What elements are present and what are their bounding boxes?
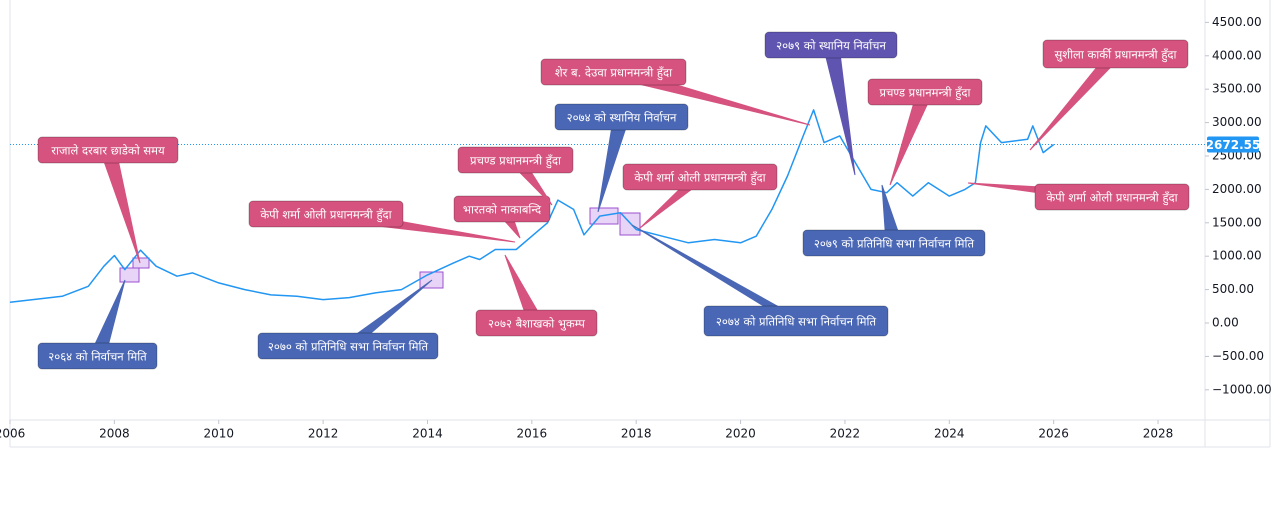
y-tick-label: 1000.00 (1212, 249, 1262, 263)
annotation: २०६४ को निर्वाचन मिति (37, 279, 158, 370)
last-value-tag (1207, 136, 1259, 153)
annotation-box (37, 136, 179, 164)
annotation-box (257, 332, 439, 360)
annotation-box (475, 309, 598, 337)
annotation-box (764, 31, 898, 59)
annotation: २०७९ को स्थानिय निर्वाचन (764, 31, 898, 176)
annotation: प्रचण्ड प्रधानमन्त्री हुँदा (457, 146, 574, 206)
annotation-box (802, 229, 986, 257)
annotation-box (453, 195, 551, 223)
annotation-box (554, 103, 689, 131)
frame (9, 0, 1271, 448)
annotation: प्रचण्ड प्रधानमन्त्री हुँदा (867, 78, 983, 186)
annotation-text: केपी शर्मा ओली प्रधानमन्त्री हुँदा (260, 208, 392, 223)
x-tick-label: 2014 (412, 427, 443, 441)
x-tick-label: 2022 (830, 427, 861, 441)
annotation: शेर ब. देउवा प्रधानमन्त्री हुँदा (540, 58, 811, 126)
annotation-text: केपी शर्मा ओली प्रधानमन्त्री हुँदा (634, 171, 766, 186)
price-line (9, 109, 1055, 304)
annotation-text: प्रचण्ड प्रधानमन्त्री हुँदा (470, 154, 562, 169)
x-tick-label: 2024 (934, 427, 965, 441)
y-tick-label: 500.00 (1212, 282, 1254, 296)
annotation-box (622, 163, 778, 191)
annotation-box (703, 305, 889, 337)
x-tick-label: 2020 (725, 427, 756, 441)
annotation-text: केपी शर्मा ओली प्रधानमन्त्री हुँदा (1046, 191, 1178, 206)
x-tick-label: 2008 (99, 427, 130, 441)
annotation-box (1034, 183, 1190, 211)
annotation: भारतको नाकाबन्दि (453, 195, 551, 239)
annotation-text: २०७२ बैशाखको भुकम्प (488, 317, 585, 332)
annotation: २०७४ को स्थानिय निर्वाचन (554, 103, 689, 213)
y-tick-label: 3500.00 (1212, 82, 1262, 96)
annotation: केपी शर्मा ओली प्रधानमन्त्री हुँदा (967, 182, 1190, 211)
y-tick-label: −1000.00 (1212, 382, 1272, 396)
y-tick-label: −500.00 (1212, 349, 1264, 363)
annotation: सुशीला कार्की प्रधानमन्त्री हुँदा (1029, 39, 1189, 151)
annotation-text: राजाले दरबार छाडेको समय (51, 144, 165, 158)
annotation: केपी शर्मा ओली प्रधानमन्त्री हुँदा (248, 200, 516, 243)
annotation-text: २०७९ को प्रतिनिधि सभा निर्वाचन मिति (814, 237, 975, 251)
annotation-text: शेर ब. देउवा प्रधानमन्त्री हुँदा (555, 66, 673, 81)
annotation-box (1042, 39, 1189, 69)
y-tick-label: 4500.00 (1212, 15, 1262, 29)
annotation-box (457, 146, 574, 174)
x-tick-label: 2010 (203, 427, 234, 441)
annotation-text: २०६४ को निर्वाचन मिति (48, 350, 147, 364)
annotation: २०७० को प्रतिनिधि सभा निर्वाचन मिति (257, 279, 439, 360)
annotation-box (867, 78, 983, 106)
annotation: केपी शर्मा ओली प्रधानमन्त्री हुँदा (622, 163, 778, 229)
x-tick-label: 2018 (621, 427, 652, 441)
annotation: २०७२ बैशाखको भुकम्प (475, 254, 598, 337)
x-tick-label: 2012 (308, 427, 339, 441)
annotation-text: सुशीला कार्की प्रधानमन्त्री हुँदा (1054, 48, 1177, 63)
y-tick-label: 4000.00 (1212, 48, 1262, 62)
annotation-text: २०७९ को स्थानिय निर्वाचन (776, 39, 886, 53)
annotation-box (37, 342, 158, 370)
highlight-box (119, 267, 140, 283)
annotation-text: प्रचण्ड प्रधानमन्त्री हुँदा (880, 86, 972, 101)
annotation: २०७९ को प्रतिनिधि सभा निर्वाचन मिति (802, 184, 986, 257)
annotation-text: भारतको नाकाबन्दि (463, 203, 542, 217)
last-value-label: 2672.55 (1206, 138, 1261, 152)
x-tick-label: 2026 (1038, 427, 1069, 441)
y-tick-label: 1500.00 (1212, 215, 1262, 229)
annotation: २०७४ को प्रतिनिधि सभा निर्वाचन मिति (631, 224, 889, 337)
highlight-box (132, 257, 150, 269)
annotation-box (248, 200, 404, 228)
annotation: राजाले दरबार छाडेको समय (37, 136, 179, 264)
annotation-text: २०७४ को स्थानिय निर्वाचन (567, 111, 677, 125)
x-tick-label: 2028 (1143, 427, 1174, 441)
y-tick-label: 2000.00 (1212, 182, 1262, 196)
x-tick-label: 2016 (517, 427, 548, 441)
y-tick-label: 3000.00 (1212, 115, 1262, 129)
y-tick-label: 0.00 (1212, 315, 1239, 329)
annotation-text: २०७० को प्रतिनिधि सभा निर्वाचन मिति (268, 340, 429, 354)
annotation-box (540, 58, 687, 86)
x-tick-label: 2006 (0, 427, 25, 441)
annotation-text: २०७४ को प्रतिनिधि सभा निर्वाचन मिति (716, 315, 877, 329)
